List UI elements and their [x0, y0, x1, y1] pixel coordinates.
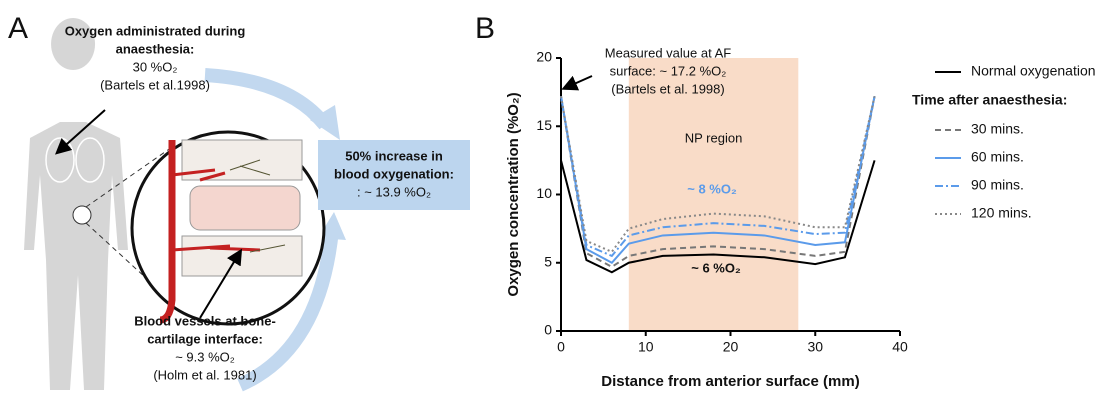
- lung: [45, 137, 75, 183]
- pointer-arrow: [199, 248, 243, 319]
- label: (Bartels et al.1998): [100, 77, 210, 92]
- disc: [189, 185, 301, 231]
- vessel: [159, 140, 176, 324]
- annotation: ~ 6 %O₂: [691, 260, 741, 275]
- label: (Holm et al. 1981): [153, 367, 256, 382]
- x-axis-title: Distance from anterior surface (mm): [601, 373, 859, 390]
- capillary: [229, 159, 286, 253]
- body-silhouette: [24, 18, 128, 391]
- pointer-arrow: [55, 109, 106, 155]
- panel-label: B: [475, 12, 495, 45]
- zoom-spot: [72, 205, 92, 225]
- panel-a-labels: Oxygen administrated during anaesthesia: 3…: [65, 23, 454, 382]
- legend-label: 120 mins.: [971, 205, 1032, 221]
- x-tick-label: 30: [807, 339, 823, 355]
- y-tick-label: 10: [536, 185, 552, 201]
- label: 30 %O₂: [133, 59, 178, 74]
- series-line: [560, 96, 876, 258]
- legend-label: 60 mins.: [971, 149, 1024, 165]
- series-line: [560, 95, 876, 254]
- np-label: NP region: [685, 130, 743, 145]
- label-bold: cartilage interface:: [147, 331, 263, 346]
- flow-arrow-head: [310, 105, 340, 140]
- flow-arrow: [204, 68, 331, 130]
- flow-arrow: [237, 229, 339, 392]
- np-region: [628, 58, 799, 331]
- y-tick-label: 5: [544, 253, 552, 269]
- legend-title: Time after anaesthesia:: [912, 92, 1067, 108]
- series-line: [560, 96, 876, 265]
- label: : ~ 13.9 %O₂: [357, 184, 431, 199]
- label-bold: Blood vessels at bone-: [134, 313, 276, 328]
- annotation: Measured value at AF: [605, 45, 732, 60]
- x-tick-label: 20: [723, 339, 739, 355]
- x-tick-label: 40: [892, 339, 908, 355]
- series-line: [560, 96, 876, 269]
- chart: B NP region 0 5 10 15 20 0 10 20 30 40 Distance from…: [475, 12, 1096, 390]
- annotation: surface: ~ 17.2 %O₂: [610, 63, 727, 78]
- x-tick-label: 10: [638, 339, 654, 355]
- label-bold: anaesthesia:: [116, 41, 195, 56]
- series-line: [560, 160, 876, 274]
- callout-box: [318, 140, 470, 210]
- panel-label: A: [8, 12, 28, 45]
- panel-a-drawing: [24, 18, 470, 392]
- lung: [75, 137, 105, 183]
- y-tick-label: 0: [544, 322, 552, 338]
- y-axis-title: Oxygen concentration (%O₂): [505, 92, 522, 296]
- vertebra: [181, 139, 303, 181]
- zoom-line: [85, 144, 176, 208]
- annotation: ~ 8 %O₂: [687, 181, 737, 196]
- y-tick-label: 20: [536, 49, 552, 65]
- legend-label: 90 mins.: [971, 177, 1024, 193]
- legend-label: Normal oxygenation: [971, 63, 1096, 79]
- y-tick-label: 15: [536, 117, 552, 133]
- x-tick-label: 0: [557, 339, 565, 355]
- vertebra: [181, 235, 303, 277]
- label: ~ 9.3 %O₂: [175, 349, 235, 364]
- annotation: (Bartels et al. 1998): [611, 81, 724, 96]
- label-bold: blood oxygenation:: [334, 166, 454, 181]
- legend-label: 30 mins.: [971, 121, 1024, 137]
- label-bold: 50% increase in: [345, 148, 443, 163]
- label-bold: Oxygen administrated during: [65, 23, 246, 38]
- annotation-arrow: [561, 75, 593, 91]
- vessel: [171, 168, 261, 252]
